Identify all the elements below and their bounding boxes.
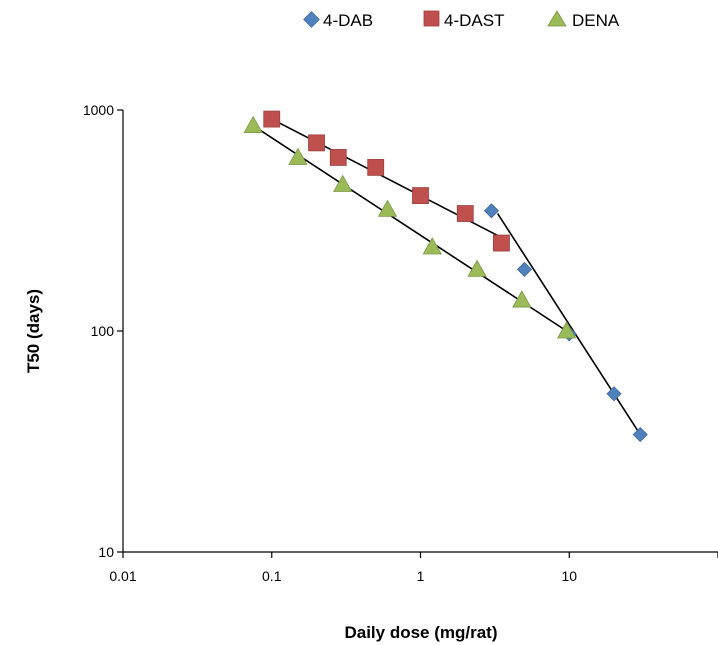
point-4-dast xyxy=(493,234,510,252)
point-4-dab xyxy=(606,386,622,402)
point-4-dast xyxy=(367,158,385,176)
trend-line-4-dab xyxy=(496,213,641,435)
x-tick-label: 0.1 xyxy=(262,568,282,584)
legend-marker-square-icon xyxy=(423,10,440,27)
point-dena xyxy=(288,147,308,165)
point-dena xyxy=(467,259,487,277)
x-tick-label: 10 xyxy=(561,568,577,584)
x-tick-label: 1 xyxy=(417,568,425,584)
point-dena xyxy=(333,174,353,192)
y-tick-label: 100 xyxy=(91,323,115,339)
point-4-dab xyxy=(516,261,533,277)
legend-marker-triangle-icon xyxy=(547,10,567,27)
legend: 4-DAB 4-DAST DENA xyxy=(303,10,620,30)
point-dena xyxy=(377,199,398,217)
point-4-dab xyxy=(632,426,648,443)
legend-label-dena: DENA xyxy=(572,11,620,30)
legend-item-4-dast: 4-DAST xyxy=(423,10,504,30)
y-axis-title: T50 (days) xyxy=(24,289,43,373)
y-tick-label: 1000 xyxy=(83,102,114,118)
point-dena xyxy=(243,115,263,133)
point-4-dast xyxy=(412,187,429,204)
point-dena xyxy=(422,237,442,255)
axes: 10 100 1000 0.01 0.1 1 10 xyxy=(83,102,718,584)
point-4-dast xyxy=(263,110,281,128)
x-tick-label: 0.01 xyxy=(109,568,136,584)
legend-label-4-dab: 4-DAB xyxy=(323,11,373,30)
data-points xyxy=(243,110,648,443)
legend-item-dena: DENA xyxy=(547,10,620,30)
point-4-dast xyxy=(329,149,347,166)
legend-marker-diamond-icon xyxy=(303,11,320,28)
point-dena xyxy=(512,290,532,308)
legend-label-4-dast: 4-DAST xyxy=(444,11,504,30)
point-4-dast xyxy=(456,205,474,222)
point-4-dab xyxy=(483,203,500,219)
x-axis-title: Daily dose (mg/rat) xyxy=(344,623,497,642)
trend-lines xyxy=(252,118,641,435)
trend-line-dena xyxy=(252,124,568,332)
point-4-dast xyxy=(308,134,325,152)
point-dena xyxy=(556,321,577,339)
legend-item-4-dab: 4-DAB xyxy=(303,11,373,30)
y-tick-label: 10 xyxy=(98,544,114,560)
